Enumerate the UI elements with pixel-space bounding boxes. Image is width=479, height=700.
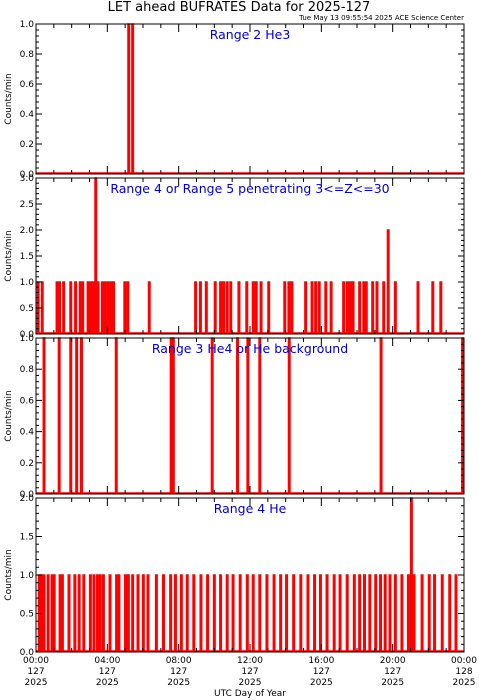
x-tick-time-label: 20:00: [380, 656, 406, 666]
y-tick-label: 1.5: [20, 252, 34, 262]
figure-title: LET ahead BUFRATES Data for 2025-127: [108, 0, 371, 15]
y-tick-label: 0.6: [20, 396, 35, 406]
x-tick-time-label: 12:00: [237, 656, 263, 666]
panel-title: Range 4 or Range 5 penetrating 3<=Z<=30: [110, 181, 389, 196]
x-tick-year-label: 2025: [239, 678, 262, 688]
x-tick-doy-label: 128: [455, 667, 472, 677]
y-tick-label: 0.0: [20, 490, 35, 500]
y-tick-label: 1.5: [20, 533, 34, 543]
x-tick-doy-label: 127: [313, 667, 330, 677]
x-tick-year-label: 2025: [96, 678, 119, 688]
y-tick-label: 0.0: [20, 648, 35, 658]
x-tick-time-label: 00:00: [23, 656, 49, 666]
panel-title: Range 4 He: [214, 501, 287, 516]
y-tick-label: 1.0: [20, 20, 35, 30]
x-tick-doy-label: 127: [384, 667, 401, 677]
x-axis-label: UTC Day of Year: [214, 689, 286, 699]
panel-title: Range 3 He4 or He background: [152, 341, 348, 356]
data-trace: [36, 177, 464, 334]
panel-4: 0.0 0.5 1.0 1.5 2.0 Counts/min Range 4 He: [4, 494, 465, 658]
x-tick-year-label: 2025: [381, 678, 404, 688]
y-tick-label: 0.2: [20, 459, 34, 469]
x-tick-time-label: 04:00: [94, 656, 120, 666]
x-tick-year-label: 2025: [167, 678, 190, 688]
y-tick-label: 2.0: [20, 494, 35, 504]
y-axis-label: Counts/min: [4, 390, 14, 441]
y-tick-label: 2.0: [20, 226, 35, 236]
y-tick-label: 0.8: [20, 50, 35, 60]
panel-frame: [35, 23, 465, 175]
y-tick-label: 0.5: [20, 610, 34, 620]
y-tick-label: 0.0: [20, 330, 35, 340]
timestamp: Tue May 13 09:55:54 2025 ACE Science Cen…: [298, 14, 464, 22]
x-tick-time-label: 16:00: [308, 656, 334, 666]
y-tick-label: 1.0: [20, 334, 35, 344]
data-trace: [36, 23, 464, 174]
y-tick-label: 1.0: [20, 571, 35, 581]
panel-title: Range 2 He3: [210, 27, 291, 42]
y-tick-label: 3.0: [20, 174, 35, 184]
x-tick-doy-label: 127: [27, 667, 44, 677]
x-tick-time-label: 08:00: [166, 656, 192, 666]
x-tick-year-label: 2025: [25, 678, 48, 688]
x-tick-year-label: 2025: [453, 678, 476, 688]
x-tick-doy-label: 127: [99, 667, 116, 677]
y-axis-label: Counts/min: [4, 230, 14, 281]
data-trace: [36, 337, 465, 494]
y-axis-label: Counts/min: [4, 549, 14, 600]
x-tick-time-label: 00:00: [451, 656, 477, 666]
x-tick-doy-label: 127: [241, 667, 258, 677]
panel-frame: [35, 337, 465, 495]
panel-2: 0.0 0.5 1.0 1.5 2.0 2.5 3.0 Counts/min Range 4 o…: [4, 174, 465, 340]
panel-3: 0.0 0.2 0.4 0.6 0.8 1.0 Counts/min Range 3 He4 …: [4, 334, 465, 500]
y-tick-label: 0.0: [20, 170, 35, 180]
y-tick-label: 0.6: [20, 80, 35, 90]
panel-1: 0.0 0.2 0.4 0.6 0.8 1.0 Counts/min Range 2 He3: [4, 20, 465, 180]
x-tick-doy-label: 127: [170, 667, 187, 677]
y-tick-label: 0.5: [20, 304, 34, 314]
y-axis-label: Counts/min: [4, 73, 14, 124]
y-tick-label: 0.4: [20, 428, 35, 438]
panel-frame: [35, 177, 465, 335]
y-tick-label: 2.5: [20, 200, 34, 210]
y-tick-label: 0.8: [20, 365, 35, 375]
x-tick-year-label: 2025: [310, 678, 333, 688]
y-tick-label: 0.2: [20, 140, 34, 150]
y-tick-label: 1.0: [20, 278, 35, 288]
y-tick-label: 0.4: [20, 110, 35, 120]
